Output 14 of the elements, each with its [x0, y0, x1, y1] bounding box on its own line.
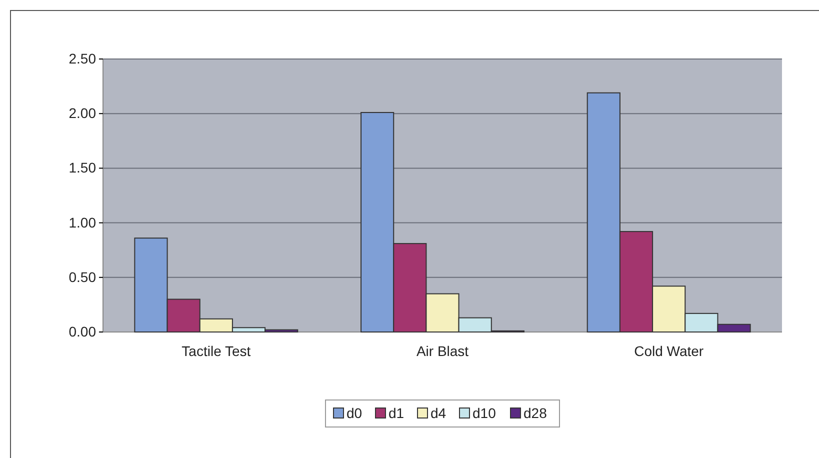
legend-label: d28: [524, 405, 548, 421]
y-tick-label: 0.50: [68, 268, 96, 285]
legend-label: d0: [346, 405, 362, 421]
legend-label: d10: [472, 405, 496, 421]
legend-label: d4: [430, 405, 446, 421]
x-tick-label: Air Blast: [416, 342, 469, 359]
y-tick-label: 1.50: [68, 160, 96, 176]
y-tick-label: 0.00: [68, 323, 96, 340]
x-tick-label: Tactile Test: [182, 342, 251, 359]
legend-label: d1: [388, 405, 404, 421]
y-tick-label: 2.00: [68, 105, 96, 122]
y-tick-label: 1.00: [68, 214, 96, 230]
y-tick-label: 2.50: [68, 50, 96, 66]
x-tick-label: Cold Water: [634, 342, 704, 359]
